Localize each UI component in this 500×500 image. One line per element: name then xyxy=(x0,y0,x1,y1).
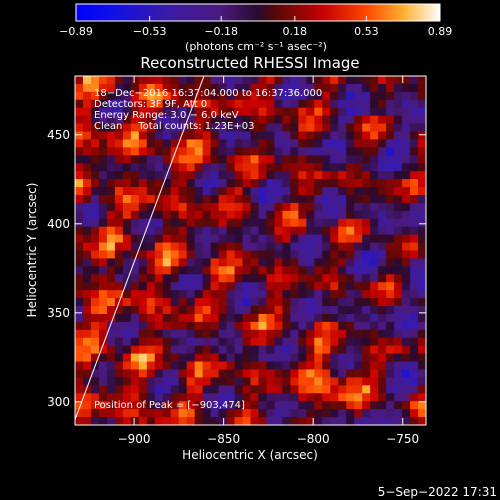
y-tick-label: 300 xyxy=(47,395,70,409)
colorbar-tick: 0.89 xyxy=(428,16,453,38)
colorbar-tick-label: −0.89 xyxy=(59,25,93,38)
info-line-counts: Clean Total counts: 1.23E+03 xyxy=(94,121,254,132)
x-axis: −900 −850 −800 −750 xyxy=(118,76,419,446)
y-tick: 450 xyxy=(47,128,426,142)
colorbar-tick-label: 0.89 xyxy=(428,25,453,38)
colorbar-tick-label: 0.53 xyxy=(354,25,379,38)
colorbar-tick-label: −0.53 xyxy=(133,25,167,38)
peak-position-label: Position of Peak = [−903,474] xyxy=(94,400,245,411)
x-tick-label: −900 xyxy=(118,432,151,446)
y-tick: 300 xyxy=(47,395,426,409)
heatmap-image xyxy=(75,76,427,426)
info-line-time: 18−Dec−2016 16:37:04.000 to 16:37:36.000 xyxy=(94,88,322,99)
colorbar-ticks: −0.89 −0.53 −0.18 0.18 0.53 0.89 xyxy=(59,16,452,38)
y-tick-label: 400 xyxy=(47,217,70,231)
y-tick: 350 xyxy=(47,306,426,320)
colorbar: −0.89 −0.53 −0.18 0.18 0.53 0.89 (photons cm⁻… xyxy=(59,3,452,53)
x-tick-label: −750 xyxy=(386,432,419,446)
footer-date: 5−Sep−2022 17:31 xyxy=(378,485,497,499)
x-tick: −900 xyxy=(118,76,151,446)
x-tick-label: −850 xyxy=(207,432,240,446)
x-tick-label: −800 xyxy=(297,432,330,446)
colorbar-tick-label: −0.18 xyxy=(204,25,238,38)
x-tick: −850 xyxy=(207,76,240,446)
info-line-detectors: Detectors: 3F 9F, Att 0 xyxy=(94,99,207,110)
info-line-energy: Energy Range: 3.0 − 6.0 keV xyxy=(94,110,239,121)
observation-info: 18−Dec−2016 16:37:04.000 to 16:37:36.000… xyxy=(94,88,322,132)
y-axis-label: Heliocentric Y (arcsec) xyxy=(25,183,39,318)
colorbar-tick: 0.53 xyxy=(354,16,379,38)
x-tick: −800 xyxy=(297,76,330,446)
colorbar-tick-label: 0.18 xyxy=(283,25,308,38)
x-tick: −750 xyxy=(386,76,419,446)
chart-title: Reconstructed RHESSI Image xyxy=(140,54,359,72)
colorbar-gradient xyxy=(75,3,441,22)
y-axis: 300 350 400 450 xyxy=(47,128,426,409)
y-tick-label: 450 xyxy=(47,128,70,142)
colorbar-tick: −0.53 xyxy=(133,16,167,38)
x-axis-label: Heliocentric X (arcsec) xyxy=(182,448,318,462)
colorbar-tick: −0.18 xyxy=(204,16,238,38)
plot-frame xyxy=(74,75,427,426)
colorbar-tick: −0.89 xyxy=(59,16,93,38)
colorbar-unit-label: (photons cm⁻² s⁻¹ asec⁻²) xyxy=(185,40,327,53)
solar-limb-line xyxy=(74,75,205,420)
y-tick-label: 350 xyxy=(47,306,70,320)
colorbar-tick: 0.18 xyxy=(283,16,308,38)
y-tick: 400 xyxy=(47,217,426,231)
